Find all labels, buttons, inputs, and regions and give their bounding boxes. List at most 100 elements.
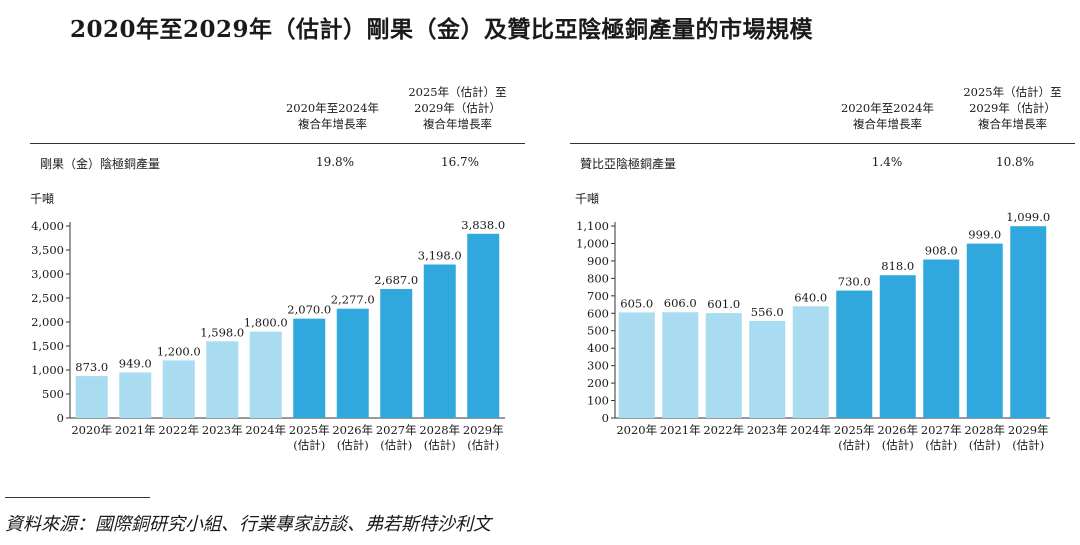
cagr-header-line: 2020年至2024年 [840, 101, 935, 115]
data-label: 556.0 [751, 305, 784, 319]
y-tick-label: 1,500 [31, 339, 64, 353]
x-tick-label: 2026年 [877, 423, 918, 437]
cagr-header-line: 複合年增長率 [853, 117, 922, 131]
cagr-header-line: 2029年（估計） [414, 101, 501, 115]
y-tick-label: 500 [42, 387, 64, 401]
x-tick-label: (估計) [838, 438, 870, 452]
zambia-panel: 2020年至2024年 複合年增長率 2025年（估計）至 2029年（估計） … [540, 80, 1080, 465]
x-tick-label: 2025年 [289, 423, 330, 437]
bar [336, 308, 369, 418]
cagr-divider [570, 143, 1075, 144]
zambia-bar-chart: 0 100 200 300 400 500 600 700 800 900 1,000 1,100 60… [576, 210, 1050, 452]
bar [423, 264, 456, 418]
data-label: 606.0 [664, 296, 697, 310]
bar [119, 372, 152, 418]
y-tick-label: 3,000 [31, 267, 64, 281]
data-label: 999.0 [968, 228, 1001, 242]
drc-bar-chart: 0 500 1,000 1,500 2,000 2,500 3,000 3,500 4,000 8… [31, 218, 505, 452]
y-tick-label: 1,000 [576, 236, 609, 250]
x-tick-label: 2025年 [834, 423, 875, 437]
y-tick-label: 3,500 [31, 243, 64, 257]
data-label: 1,598.0 [200, 325, 244, 339]
bar [467, 233, 500, 418]
x-tick-label: (估計) [1012, 438, 1044, 452]
data-label: 2,277.0 [331, 293, 375, 307]
data-label: 601.0 [707, 297, 740, 311]
x-tick-label: (估計) [380, 438, 412, 452]
y-tick-label: 0 [57, 411, 64, 425]
x-tick-label: 2026年 [332, 423, 373, 437]
y-tick-label: 500 [587, 324, 609, 338]
bar [836, 290, 873, 418]
x-tick-label: 2027年 [376, 423, 417, 437]
x-tick-label: (估計) [925, 438, 957, 452]
x-tick-label: (估計) [424, 438, 456, 452]
drc-panel: 2020年至2024年 複合年增長率 2025年（估計）至 2029年（估計） … [0, 80, 530, 465]
bar [705, 313, 742, 418]
y-tick-label: 1,100 [576, 219, 609, 233]
y-tick-label: 4,000 [31, 219, 64, 233]
y-tick-label: 2,500 [31, 291, 64, 305]
cagr-value-forecast: 10.8% [995, 155, 1035, 169]
bar [879, 275, 916, 418]
x-tick-label: (估計) [293, 438, 325, 452]
data-label: 3,838.0 [461, 218, 505, 232]
cagr-divider [30, 143, 525, 144]
cagr-header-line: 複合年增長率 [978, 117, 1047, 131]
cagr-value-forecast: 16.7% [440, 155, 480, 169]
x-tick-label: (估計) [969, 438, 1001, 452]
bar [792, 306, 829, 418]
x-tick-label: 2029年 [1008, 423, 1049, 437]
bar [618, 312, 655, 418]
data-label: 730.0 [838, 275, 871, 289]
data-label: 1,099.0 [1006, 210, 1050, 224]
bar [380, 289, 413, 418]
cagr-value-historical: 19.8% [315, 155, 355, 169]
x-tick-label: 2021年 [115, 423, 156, 437]
cagr-header-line: 2029年（估計） [969, 101, 1056, 115]
y-tick-label: 300 [587, 359, 609, 373]
x-tick-label: 2023年 [202, 423, 243, 437]
data-label: 2,070.0 [287, 303, 331, 317]
cagr-header-line: 複合年增長率 [298, 117, 367, 131]
x-tick-label: 2023年 [747, 423, 788, 437]
y-tick-label: 0 [602, 411, 609, 425]
data-label: 949.0 [119, 356, 152, 370]
cagr-header-historical: 2020年至2024年 複合年增長率 [270, 100, 395, 132]
cagr-row-label: 贊比亞陰極銅產量 [580, 157, 677, 171]
y-tick-label: 800 [587, 271, 609, 285]
source-divider [5, 497, 150, 498]
bar [966, 243, 1003, 418]
cagr-value-historical: 1.4% [871, 155, 903, 169]
data-label: 1,800.0 [244, 316, 288, 330]
x-tick-label: 2028年 [419, 423, 460, 437]
cagr-header-line: 2020年至2024年 [285, 101, 380, 115]
bar [75, 376, 108, 418]
y-axis-unit: 千噸 [30, 192, 55, 206]
x-tick-label: 2024年 [245, 423, 286, 437]
bar [1010, 226, 1047, 418]
x-tick-label: (估計) [882, 438, 914, 452]
x-tick-label: 2024年 [790, 423, 831, 437]
data-label: 908.0 [925, 244, 958, 258]
x-tick-label: 2022年 [703, 423, 744, 437]
y-tick-label: 2,000 [31, 315, 64, 329]
data-label: 1,200.0 [157, 344, 201, 358]
x-tick-label: 2027年 [921, 423, 962, 437]
cagr-header-line: 2025年（估計）至 [963, 85, 1062, 99]
data-label: 640.0 [794, 290, 827, 304]
x-tick-label: 2020年 [71, 423, 112, 437]
bar [662, 312, 699, 418]
bar [162, 360, 195, 418]
y-axis-unit: 千噸 [575, 192, 600, 206]
data-label: 873.0 [75, 360, 108, 374]
cagr-header-historical: 2020年至2024年 複合年增長率 [825, 100, 950, 132]
cagr-header-line: 2025年（估計）至 [408, 85, 507, 99]
y-tick-label: 600 [587, 306, 609, 320]
y-tick-label: 200 [587, 376, 609, 390]
bar [923, 259, 960, 418]
data-label: 818.0 [881, 259, 914, 273]
data-label: 3,198.0 [418, 248, 462, 262]
data-label: 2,687.0 [374, 273, 418, 287]
x-tick-label: 2028年 [964, 423, 1005, 437]
